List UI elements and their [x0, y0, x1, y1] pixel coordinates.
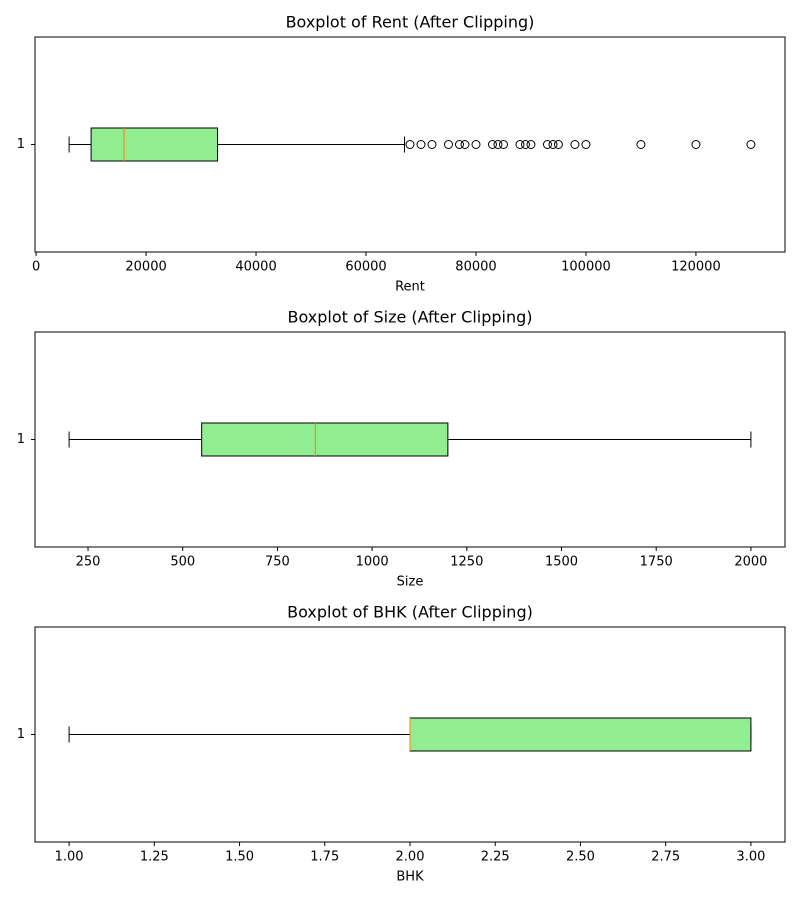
box	[409, 717, 752, 752]
x-tick-label: 60000	[345, 260, 386, 275]
outlier	[542, 140, 552, 149]
outlier	[493, 140, 503, 149]
chart-title: Boxplot of Size (After Clipping)	[287, 308, 532, 327]
outlier	[746, 140, 756, 149]
outlier	[515, 140, 525, 149]
outlier	[520, 140, 530, 149]
y-tick-label: 1	[17, 137, 25, 152]
x-tick-label: 1250	[450, 555, 483, 570]
x-tick-label: 120000	[671, 260, 721, 275]
outlier	[443, 140, 453, 149]
chart-title: Boxplot of Rent (After Clipping)	[286, 13, 535, 32]
x-tick-label: 2.25	[481, 850, 510, 865]
x-tick-label: 100000	[561, 260, 611, 275]
y-tick-label: 1	[17, 727, 25, 742]
outlier	[454, 140, 464, 149]
x-tick-label: 2.50	[566, 850, 595, 865]
box	[90, 127, 219, 162]
outlier	[405, 140, 415, 149]
x-tick-label: 1.00	[55, 850, 84, 865]
outlier	[548, 140, 558, 149]
x-tick-label: 1500	[545, 555, 578, 570]
x-tick-label: 250	[76, 555, 101, 570]
x-tick-label: 2000	[734, 555, 767, 570]
x-tick-label: 40000	[235, 260, 276, 275]
x-tick-label: 80000	[455, 260, 496, 275]
outlier	[471, 140, 481, 149]
outlier	[526, 140, 536, 149]
x-tick-label: 2.00	[396, 850, 425, 865]
outlier	[498, 140, 508, 149]
x-axis-label: Rent	[395, 280, 425, 295]
x-tick-label: 1000	[356, 555, 389, 570]
x-tick-label: 1750	[640, 555, 673, 570]
outlier	[636, 140, 646, 149]
box	[201, 422, 449, 457]
x-tick-label: 1.75	[310, 850, 339, 865]
x-tick-label: 1.25	[140, 850, 169, 865]
x-tick-label: 0	[32, 260, 40, 275]
x-tick-label: 3.00	[736, 850, 765, 865]
outlier	[581, 140, 591, 149]
outlier	[460, 140, 470, 149]
x-tick-label: 2.75	[651, 850, 680, 865]
x-axis-label: BHK	[396, 870, 424, 885]
outlier	[416, 140, 426, 149]
x-tick-label: 1.50	[225, 850, 254, 865]
outlier	[427, 140, 437, 149]
outlier	[570, 140, 580, 149]
x-axis-label: Size	[397, 575, 424, 590]
x-tick-label: 500	[170, 555, 195, 570]
outlier	[691, 140, 701, 149]
y-tick-label: 1	[17, 432, 25, 447]
x-tick-label: 750	[265, 555, 290, 570]
outlier	[487, 140, 497, 149]
outlier	[553, 140, 563, 149]
x-tick-label: 20000	[125, 260, 166, 275]
chart-title: Boxplot of BHK (After Clipping)	[287, 603, 533, 622]
